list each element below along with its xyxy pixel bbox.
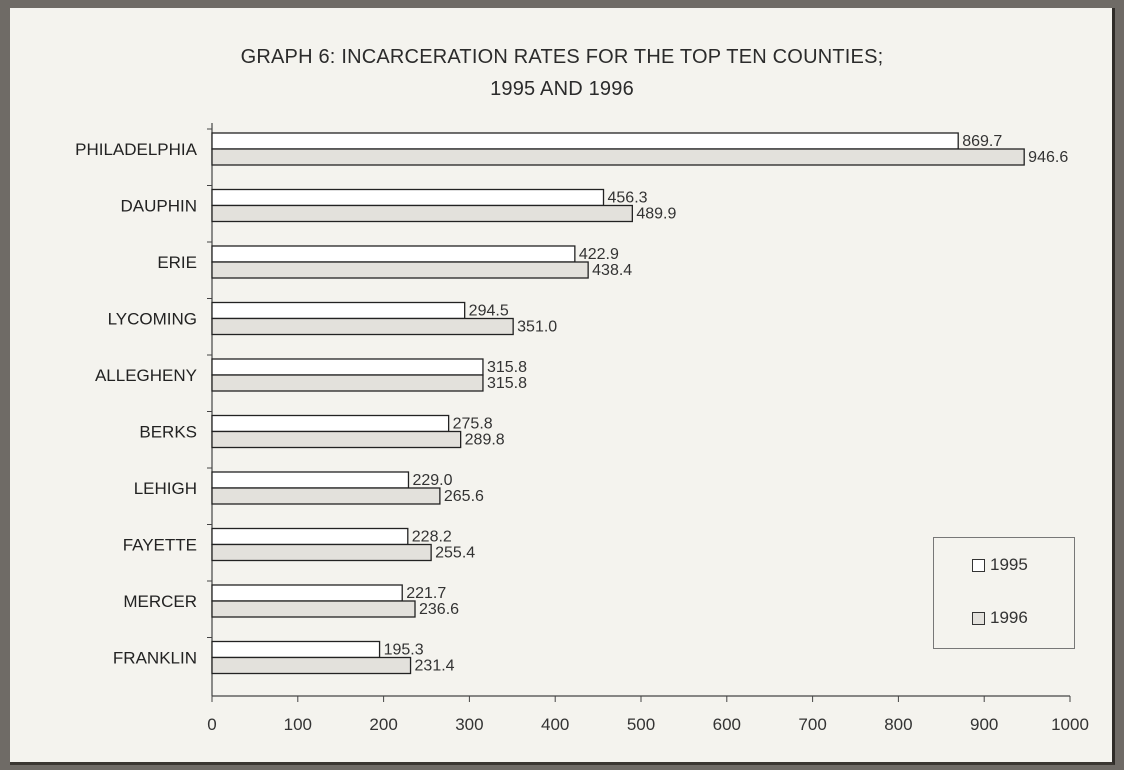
- data-label-1995: 456.3: [608, 190, 648, 207]
- bar-1996: [211, 543, 432, 562]
- bar-1995: [211, 414, 450, 433]
- x-tick-label: 400: [541, 715, 569, 734]
- bar-1995: [211, 471, 410, 489]
- bar-1995: [211, 640, 381, 659]
- bar-1995: [211, 358, 484, 376]
- legend-label-1996: 1996: [990, 608, 1028, 627]
- bar-1996: [211, 430, 462, 449]
- category-label: BERKS: [139, 423, 197, 442]
- x-tick-label: 600: [713, 715, 741, 734]
- bar-1995: [211, 245, 576, 263]
- legend-item-1996: 1996: [972, 608, 1028, 628]
- bar-1996: [211, 261, 589, 279]
- bar-1996: [211, 317, 514, 336]
- bar-1995: [211, 527, 409, 546]
- data-label-1995: 869.7: [962, 133, 1002, 150]
- x-tick-label: 1000: [1051, 715, 1089, 734]
- data-label-1995: 275.8: [453, 416, 493, 433]
- bar-1996: [211, 204, 633, 223]
- category-label: FAYETTE: [123, 536, 197, 555]
- data-label-1995: 294.5: [469, 303, 509, 320]
- legend-swatch-1996: [972, 611, 985, 625]
- data-label-1996: 438.4: [592, 262, 632, 279]
- bar-1996: [211, 148, 1025, 166]
- bar-1995: [211, 584, 403, 602]
- x-tick-label: 300: [455, 715, 483, 734]
- category-label: ALLEGHENY: [95, 366, 197, 385]
- data-label-1995: 422.9: [579, 246, 619, 263]
- chart-title: GRAPH 6: INCARCERATION RATES FOR THE TOP…: [240, 46, 884, 68]
- category-label: PHILADELPHIA: [75, 140, 198, 159]
- x-tick-label: 200: [369, 715, 397, 734]
- data-label-1996: 231.4: [415, 658, 455, 675]
- data-label-1995: 195.3: [384, 642, 424, 659]
- data-label-1995: 221.7: [406, 585, 446, 602]
- legend-item-1995: 1995: [972, 555, 1028, 575]
- legend-swatch-1995: [972, 558, 985, 572]
- bar-1995: [211, 301, 466, 320]
- data-label-1996: 265.6: [444, 488, 484, 505]
- data-label-1995: 228.2: [412, 529, 452, 546]
- category-label: ERIE: [157, 253, 197, 272]
- data-label-1995: 315.8: [487, 359, 527, 376]
- bar-1995: [211, 132, 959, 150]
- x-tick-label: 500: [627, 715, 655, 734]
- data-label-1996: 289.8: [465, 432, 505, 449]
- x-tick-label: 100: [284, 715, 312, 734]
- x-tick-label: 800: [884, 715, 912, 734]
- data-label-1996: 489.9: [636, 206, 676, 223]
- x-tick-label: 700: [798, 715, 826, 734]
- data-label-1996: 236.6: [419, 601, 459, 618]
- chart-subtitle: 1995 AND 1996: [490, 78, 634, 100]
- data-label-1996: 315.8: [487, 375, 527, 392]
- legend-label-1995: 1995: [990, 555, 1028, 574]
- bar-1995: [211, 188, 605, 207]
- bar-1996: [211, 487, 441, 505]
- x-tick-label: 900: [970, 715, 998, 734]
- legend: 1995 1996: [933, 537, 1075, 649]
- bar-1996: [211, 600, 416, 618]
- data-label-1996: 946.6: [1028, 149, 1068, 166]
- category-label: FRANKLIN: [113, 649, 197, 668]
- bar-1996: [211, 656, 412, 675]
- bar-1996: [211, 374, 484, 392]
- data-label-1996: 351.0: [517, 319, 557, 336]
- category-label: DAUPHIN: [120, 197, 197, 216]
- x-tick-label: 0: [207, 715, 216, 734]
- category-label: MERCER: [123, 592, 197, 611]
- data-label-1996: 255.4: [435, 545, 475, 562]
- category-label: LEHIGH: [134, 479, 197, 498]
- category-label: LYCOMING: [108, 310, 197, 329]
- data-label-1995: 229.0: [412, 472, 452, 489]
